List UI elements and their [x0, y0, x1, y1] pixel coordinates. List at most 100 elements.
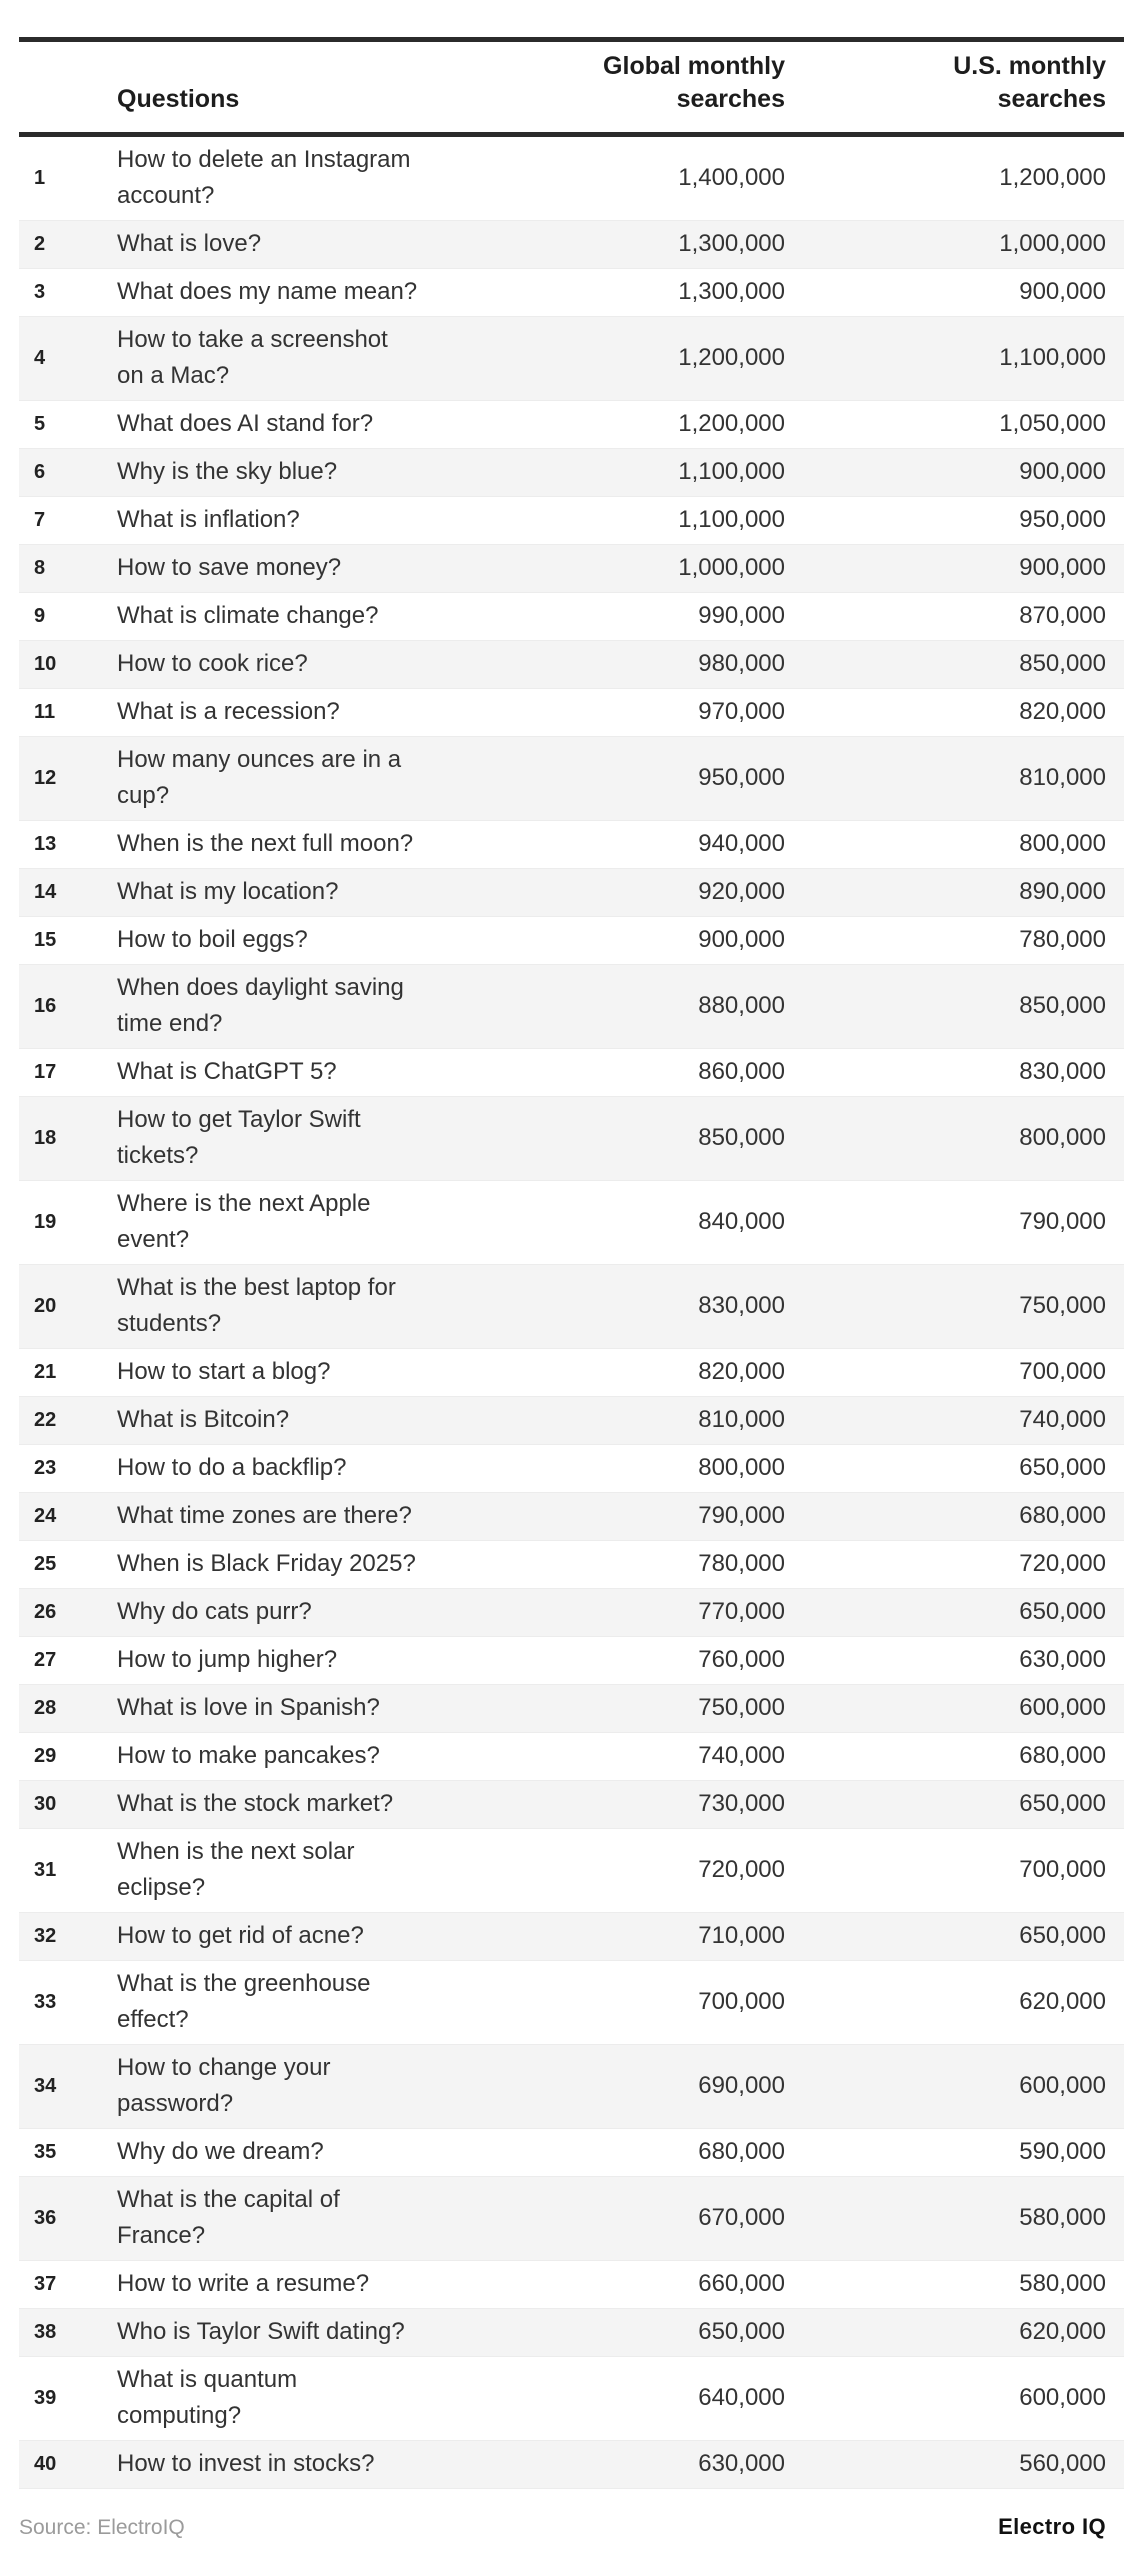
row-us-searches: 600,000: [785, 2044, 1124, 2129]
row-us-searches: 590,000: [785, 2128, 1124, 2177]
row-rank: 11: [19, 688, 117, 737]
row-us-searches: 650,000: [785, 1912, 1124, 1961]
row-question: How to save money?: [117, 544, 577, 593]
table-row: 40 How to invest in stocks? 630,000 560,…: [19, 2440, 1124, 2489]
row-global-searches: 680,000: [577, 2128, 785, 2177]
row-rank: 39: [19, 2356, 117, 2441]
row-us-searches: 870,000: [785, 592, 1124, 641]
row-us-searches: 680,000: [785, 1492, 1124, 1541]
table-row: 31 When is the next solar eclipse? 720,0…: [19, 1828, 1124, 1913]
row-us-searches: 780,000: [785, 916, 1124, 965]
row-global-searches: 880,000: [577, 964, 785, 1049]
row-global-searches: 940,000: [577, 820, 785, 869]
row-rank: 27: [19, 1636, 117, 1685]
row-us-searches: 580,000: [785, 2176, 1124, 2261]
row-global-searches: 770,000: [577, 1588, 785, 1637]
row-global-searches: 760,000: [577, 1636, 785, 1685]
row-global-searches: 920,000: [577, 868, 785, 917]
table-row: 34 How to change your password? 690,000 …: [19, 2044, 1124, 2129]
table-row: 10 How to cook rice? 980,000 850,000: [19, 640, 1124, 689]
row-question: How many ounces are in a cup?: [117, 736, 577, 821]
row-global-searches: 660,000: [577, 2260, 785, 2309]
row-us-searches: 600,000: [785, 2356, 1124, 2441]
row-rank: 40: [19, 2440, 117, 2489]
row-global-searches: 690,000: [577, 2044, 785, 2129]
footer: Source: ElectroIQ Electro IQ: [19, 2514, 1124, 2540]
row-question: How to get rid of acne?: [117, 1912, 577, 1961]
table-row: 17 What is ChatGPT 5? 860,000 830,000: [19, 1048, 1124, 1097]
row-rank: 37: [19, 2260, 117, 2309]
row-global-searches: 850,000: [577, 1096, 785, 1181]
row-global-searches: 990,000: [577, 592, 785, 641]
table-header-row: Questions Global monthly searches U.S. m…: [19, 39, 1124, 137]
row-global-searches: 860,000: [577, 1048, 785, 1097]
table-row: 12 How many ounces are in a cup? 950,000…: [19, 736, 1124, 821]
row-us-searches: 900,000: [785, 544, 1124, 593]
row-us-searches: 1,200,000: [785, 134, 1124, 221]
table-row: 13 When is the next full moon? 940,000 8…: [19, 820, 1124, 869]
table-row: 32 How to get rid of acne? 710,000 650,0…: [19, 1912, 1124, 1961]
row-rank: 26: [19, 1588, 117, 1637]
row-us-searches: 580,000: [785, 2260, 1124, 2309]
row-global-searches: 900,000: [577, 916, 785, 965]
row-question: How to write a resume?: [117, 2260, 577, 2309]
table-row: 9 What is climate change? 990,000 870,00…: [19, 592, 1124, 641]
table-row: 18 How to get Taylor Swift tickets? 850,…: [19, 1096, 1124, 1181]
row-question: What is my location?: [117, 868, 577, 917]
table-row: 6 Why is the sky blue? 1,100,000 900,000: [19, 448, 1124, 497]
table-row: 37 How to write a resume? 660,000 580,00…: [19, 2260, 1124, 2309]
row-us-searches: 800,000: [785, 820, 1124, 869]
table-row: 39 What is quantum computing? 640,000 60…: [19, 2356, 1124, 2441]
row-global-searches: 1,300,000: [577, 220, 785, 269]
row-rank: 25: [19, 1540, 117, 1589]
row-question: Who is Taylor Swift dating?: [117, 2308, 577, 2357]
row-us-searches: 750,000: [785, 1264, 1124, 1349]
row-rank: 10: [19, 640, 117, 689]
row-question: What is a recession?: [117, 688, 577, 737]
row-us-searches: 700,000: [785, 1348, 1124, 1397]
table-row: 33 What is the greenhouse effect? 700,00…: [19, 1960, 1124, 2045]
row-question: When does daylight saving time end?: [117, 964, 577, 1049]
row-global-searches: 670,000: [577, 2176, 785, 2261]
row-rank: 34: [19, 2044, 117, 2129]
source-credit: Source: ElectroIQ: [19, 2516, 185, 2539]
row-rank: 1: [19, 134, 117, 221]
row-global-searches: 650,000: [577, 2308, 785, 2357]
column-header-us-searches: U.S. monthly searches: [785, 39, 1124, 137]
row-us-searches: 890,000: [785, 868, 1124, 917]
row-global-searches: 830,000: [577, 1264, 785, 1349]
row-us-searches: 900,000: [785, 448, 1124, 497]
row-question: How to start a blog?: [117, 1348, 577, 1397]
row-us-searches: 1,100,000: [785, 316, 1124, 401]
row-question: What does my name mean?: [117, 268, 577, 317]
row-us-searches: 600,000: [785, 1684, 1124, 1733]
table-row: 16 When does daylight saving time end? 8…: [19, 964, 1124, 1049]
row-question: How to make pancakes?: [117, 1732, 577, 1781]
row-global-searches: 790,000: [577, 1492, 785, 1541]
table-row: 30 What is the stock market? 730,000 650…: [19, 1780, 1124, 1829]
table-row: 1 How to delete an Instagram account? 1,…: [19, 134, 1124, 221]
row-global-searches: 1,100,000: [577, 448, 785, 497]
row-question: Where is the next Apple event?: [117, 1180, 577, 1265]
row-question: How to invest in stocks?: [117, 2440, 577, 2489]
row-us-searches: 1,050,000: [785, 400, 1124, 449]
row-question: How to get Taylor Swift tickets?: [117, 1096, 577, 1181]
row-question: What does AI stand for?: [117, 400, 577, 449]
row-global-searches: 1,100,000: [577, 496, 785, 545]
row-rank: 29: [19, 1732, 117, 1781]
row-rank: 7: [19, 496, 117, 545]
table-body: 1 How to delete an Instagram account? 1,…: [19, 134, 1124, 2489]
row-question: How to do a backflip?: [117, 1444, 577, 1493]
row-rank: 8: [19, 544, 117, 593]
row-rank: 28: [19, 1684, 117, 1733]
table-row: 25 When is Black Friday 2025? 780,000 72…: [19, 1540, 1124, 1589]
row-global-searches: 1,200,000: [577, 316, 785, 401]
row-rank: 9: [19, 592, 117, 641]
row-us-searches: 850,000: [785, 640, 1124, 689]
row-global-searches: 1,200,000: [577, 400, 785, 449]
row-us-searches: 790,000: [785, 1180, 1124, 1265]
table-row: 23 How to do a backflip? 800,000 650,000: [19, 1444, 1124, 1493]
table-row: 22 What is Bitcoin? 810,000 740,000: [19, 1396, 1124, 1445]
row-question: What is the stock market?: [117, 1780, 577, 1829]
row-question: What is Bitcoin?: [117, 1396, 577, 1445]
